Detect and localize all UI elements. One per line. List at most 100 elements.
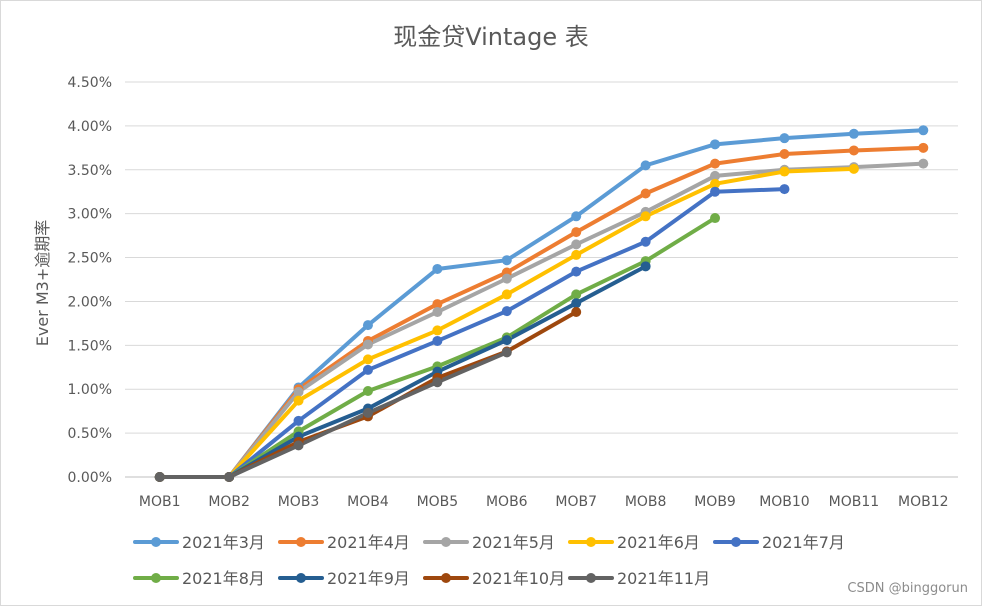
data-point	[432, 306, 443, 317]
legend-swatch-marker	[441, 537, 451, 547]
data-point	[293, 440, 304, 451]
legend-label: 2021年5月	[472, 533, 555, 552]
legend-item: 2021年3月	[133, 533, 265, 552]
y-axis-label: Ever M3+逾期率	[33, 220, 52, 346]
data-point	[571, 266, 582, 277]
data-point	[293, 415, 304, 426]
legend-swatch-marker	[586, 573, 596, 583]
data-point	[224, 472, 235, 482]
data-point	[918, 158, 929, 169]
data-point	[640, 188, 651, 199]
data-point	[710, 178, 721, 189]
x-tick-label: MOB12	[898, 494, 949, 510]
x-tick-label: MOB11	[829, 494, 880, 510]
data-point	[501, 273, 512, 284]
data-point	[293, 386, 304, 397]
data-point	[362, 364, 373, 375]
data-point	[501, 289, 512, 300]
data-point	[571, 227, 582, 238]
legend-swatch-marker	[731, 537, 741, 547]
data-point	[501, 335, 512, 346]
data-point	[640, 261, 651, 272]
data-point	[918, 125, 929, 136]
legend-label: 2021年3月	[182, 533, 265, 552]
legend-swatch-marker	[586, 537, 596, 547]
legend-swatch-marker	[296, 537, 306, 547]
data-point	[362, 320, 373, 331]
y-tick-label: 1.00%	[68, 382, 112, 398]
data-point	[779, 184, 790, 195]
x-tick-label: MOB10	[759, 494, 810, 510]
data-point	[432, 325, 443, 336]
x-tick-label: MOB1	[139, 494, 181, 510]
data-point	[710, 139, 721, 150]
data-point	[640, 211, 651, 222]
legend-swatch-marker	[296, 573, 306, 583]
y-tick-label: 0.00%	[68, 470, 112, 486]
data-point	[293, 395, 304, 406]
data-point	[432, 377, 443, 388]
legend-item: 2021年4月	[278, 533, 410, 552]
legend-swatch-marker	[151, 573, 161, 583]
series-line	[157, 187, 787, 479]
legend-label: 2021年10月	[472, 569, 565, 588]
legend-label: 2021年6月	[617, 533, 700, 552]
legend-item: 2021年8月	[133, 569, 265, 588]
x-tick-label: MOB8	[625, 494, 667, 510]
legend-item: 2021年11月	[568, 569, 710, 588]
data-point	[501, 306, 512, 317]
data-point	[710, 158, 721, 169]
y-tick-label: 2.50%	[68, 251, 112, 267]
data-point	[501, 347, 512, 358]
y-tick-label: 2.00%	[68, 294, 112, 310]
y-tick-label: 1.50%	[68, 338, 112, 354]
data-point	[571, 289, 582, 300]
data-point	[501, 255, 512, 266]
legend-label: 2021年8月	[182, 569, 265, 588]
data-point	[710, 170, 721, 181]
x-tick-label: MOB6	[486, 494, 528, 510]
data-point	[710, 213, 721, 224]
legend-swatch-marker	[441, 573, 451, 583]
x-tick-label: MOB3	[278, 494, 320, 510]
legend-item: 2021年10月	[423, 569, 565, 588]
data-point	[571, 249, 582, 260]
y-tick-label: 4.50%	[68, 75, 112, 91]
y-tick-label: 3.00%	[68, 207, 112, 223]
x-tick-label: MOB5	[417, 494, 459, 510]
x-tick-label: MOB9	[694, 494, 736, 510]
data-point	[432, 263, 443, 274]
legend-item: 2021年6月	[568, 533, 700, 552]
legend-item: 2021年5月	[423, 533, 555, 552]
legend-label: 2021年4月	[327, 533, 410, 552]
data-point	[362, 339, 373, 350]
data-point	[779, 148, 790, 159]
x-tick-label: MOB4	[347, 494, 389, 510]
y-tick-label: 0.50%	[68, 426, 112, 442]
x-tick-label: MOB7	[555, 494, 597, 510]
data-point	[848, 163, 859, 174]
y-tick-label: 3.50%	[68, 163, 112, 179]
data-point	[362, 385, 373, 396]
data-point	[154, 472, 165, 482]
legend-item: 2021年7月	[713, 533, 845, 552]
data-point	[571, 298, 582, 309]
data-point	[779, 166, 790, 177]
data-point	[432, 299, 443, 310]
data-point	[848, 145, 859, 156]
data-point	[779, 133, 790, 144]
data-point	[571, 239, 582, 250]
chart-title: 现金贷Vintage 表	[393, 23, 589, 51]
data-point	[848, 128, 859, 139]
legend-label: 2021年9月	[327, 569, 410, 588]
series-line	[157, 350, 509, 479]
data-point	[571, 211, 582, 222]
legend-label: 2021年7月	[762, 533, 845, 552]
data-point	[362, 407, 373, 418]
legend-swatch-marker	[151, 537, 161, 547]
data-point	[362, 354, 373, 365]
watermark: CSDN @binggorun	[847, 581, 968, 596]
data-point	[571, 306, 582, 317]
data-point	[918, 142, 929, 153]
